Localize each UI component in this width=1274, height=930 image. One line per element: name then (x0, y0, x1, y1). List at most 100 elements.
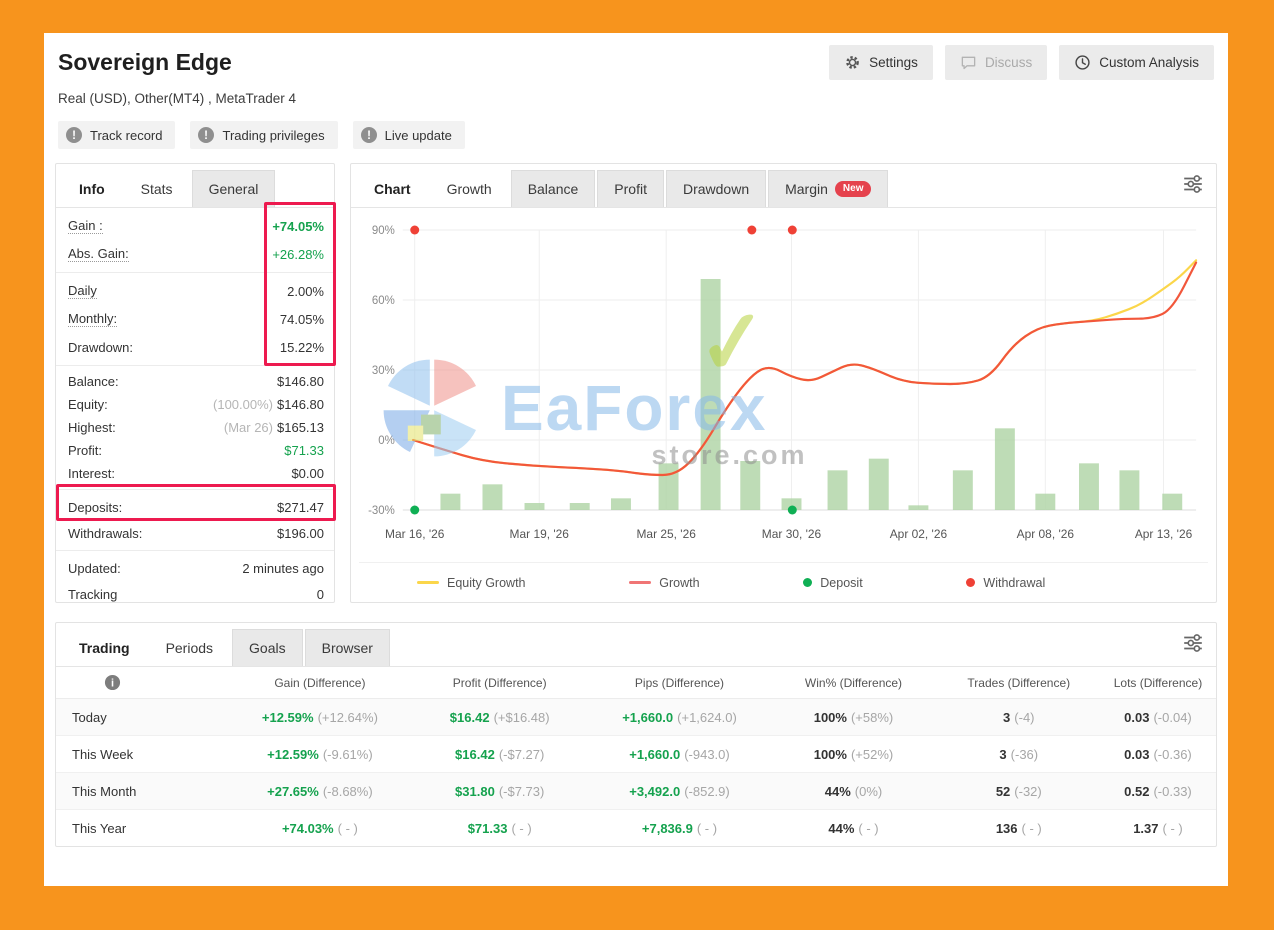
periods-panel: Trading Periods Goals Browser i Gain (Differ… (55, 622, 1217, 847)
tab-info[interactable]: Info (62, 170, 122, 207)
legend-item-deposit[interactable]: Deposit (803, 576, 863, 590)
deposit-marker (787, 505, 797, 515)
info-row-updated: Updated: 2 minutes ago (56, 555, 334, 581)
legend-item-growth[interactable]: Growth (629, 576, 700, 590)
cell-difference-value: (-36) (1010, 746, 1039, 762)
info-label[interactable]: Abs. Gain: (68, 246, 129, 262)
info-row-deposits: Deposits: $271.47 (56, 494, 334, 520)
cell-difference-value: (-8.68%) (322, 783, 373, 799)
info-row-withdrawals: Withdrawals: $196.00 (56, 520, 334, 546)
cell-main-value: +12.59% (261, 709, 314, 725)
settings-label: Settings (869, 55, 918, 70)
cell-difference-value: (-0.36) (1153, 746, 1192, 762)
info-label: Highest: (68, 420, 116, 435)
tab-label: Chart (374, 181, 411, 197)
info-section-1: Gain : +74.05% Abs. Gain: +26.28% (56, 208, 334, 272)
discuss-button[interactable]: Discuss (944, 45, 1048, 80)
deposit-bar (827, 470, 848, 510)
info-label[interactable]: Gain : (68, 218, 103, 234)
tab-margin[interactable]: Margin New (768, 170, 889, 207)
badge-label: Track record (90, 127, 163, 143)
period-value-cell: 0.03 (-0.04) (1100, 710, 1216, 725)
info-value: $196.00 (277, 526, 324, 541)
growth-chart-canvas[interactable]: 90% 60% 30% 0% -30% Mar 16, '26 Mar 19, '26 Mar… (353, 212, 1210, 552)
svg-text:!: ! (367, 130, 371, 142)
info-row-drawdown: Drawdown: 15.22% (56, 333, 334, 361)
y-tick-label: 30% (372, 365, 395, 377)
info-label: Interest: (68, 466, 115, 481)
cell-difference-value: (-943.0) (684, 746, 730, 762)
withdrawal-marker (747, 225, 757, 235)
x-tick-label: Apr 02, '26 (890, 527, 948, 541)
custom-analysis-button[interactable]: Custom Analysis (1059, 45, 1214, 80)
cell-main-value: 3 (1003, 709, 1011, 725)
badge-live-update[interactable]: ! Live update (352, 121, 465, 149)
period-value-cell: $16.42 (-$7.27) (410, 747, 590, 762)
info-value: (100.00%) $146.80 (213, 397, 324, 412)
info-label[interactable]: Monthly: (68, 311, 118, 327)
tab-goals[interactable]: Goals (232, 629, 303, 666)
withdrawal-marker (787, 225, 797, 235)
tab-trading[interactable]: Trading (62, 629, 147, 666)
periods-filter-button[interactable] (1182, 631, 1206, 655)
tab-general[interactable]: General (191, 170, 276, 207)
period-value-cell: $16.42 (+$16.48) (410, 710, 590, 725)
info-section-4: Deposits: $271.47 Withdrawals: $196.00 (56, 489, 334, 550)
info-label[interactable]: Daily (68, 283, 97, 299)
badge-trading-privileges[interactable]: ! Trading privileges (190, 121, 338, 149)
info-label: Deposits: (68, 499, 123, 515)
x-tick-label: Apr 13, '26 (1135, 527, 1193, 541)
custom-analysis-label: Custom Analysis (1099, 55, 1199, 70)
badge-label: Live update (384, 127, 452, 143)
info-icon[interactable]: i (104, 674, 230, 691)
period-value-cell: 44%( - ) (769, 821, 937, 836)
cell-difference-value: ( - ) (858, 820, 879, 836)
tab-profit[interactable]: Profit (597, 170, 664, 207)
chart-panel: Chart Growth Balance Profit Drawdown Margin Ne… (350, 163, 1217, 603)
line-growth (412, 261, 1198, 477)
cell-main-value: $16.42 (455, 746, 495, 762)
main-card: Sovereign Edge Settings Discuss Custom Ana… (44, 33, 1228, 886)
legend-item-withdrawal[interactable]: Withdrawal (966, 576, 1045, 590)
period-value-cell: +74.03%( - ) (230, 821, 410, 836)
tab-drawdown[interactable]: Drawdown (665, 170, 767, 207)
withdrawal-marker (410, 225, 420, 235)
tab-label: Profit (614, 181, 647, 197)
legend-item-equity-growth[interactable]: Equity Growth (417, 576, 526, 590)
discuss-label: Discuss (984, 55, 1033, 70)
sliders-icon (1182, 632, 1206, 654)
info-value: 2.00% (287, 284, 324, 299)
info-value: +74.05% (272, 219, 324, 234)
tab-browser[interactable]: Browser (304, 629, 390, 666)
tab-stats[interactable]: Stats (123, 170, 190, 207)
periods-table: i Gain (Difference) Profit (Difference) Pip… (56, 667, 1216, 846)
cell-main-value: $71.33 (467, 820, 508, 836)
info-section-5: Updated: 2 minutes ago Tracking 0 (56, 550, 334, 611)
cell-difference-value: (+58%) (850, 709, 894, 725)
account-header: Sovereign Edge Settings Discuss Custom Ana… (44, 33, 1228, 149)
chart-filter-button[interactable] (1182, 172, 1206, 196)
period-value-cell: 3 (-4) (938, 710, 1100, 725)
sliders-icon (1182, 173, 1206, 195)
cell-main-value: 1.37 (1133, 820, 1159, 836)
cell-difference-value: (-32) (1014, 783, 1042, 799)
info-value: $71.33 (284, 443, 324, 458)
tab-chart[interactable]: Chart (357, 170, 428, 207)
info-label: Equity: (68, 397, 108, 412)
settings-button[interactable]: Settings (829, 45, 933, 80)
badge-track-record[interactable]: ! Track record (58, 121, 176, 149)
legend-swatch-line (417, 581, 439, 584)
tab-periods[interactable]: Periods (148, 629, 231, 666)
info-row-interest: Interest: $0.00 (56, 462, 334, 485)
tab-growth[interactable]: Growth (429, 170, 509, 207)
x-tick-label: Mar 16, '26 (385, 527, 445, 541)
deposit-bar (440, 493, 461, 510)
period-row-this-week: This Week +12.59% (-9.61%) $16.42 (-$7.27) +1… (56, 736, 1216, 773)
deposit-bar (994, 428, 1015, 510)
period-value-cell: $71.33( - ) (410, 821, 590, 836)
info-value: $0.00 (291, 466, 324, 481)
y-tick-label: 0% (378, 435, 395, 447)
info-value-main: +74.05% (272, 218, 324, 234)
tab-balance[interactable]: Balance (510, 170, 596, 207)
